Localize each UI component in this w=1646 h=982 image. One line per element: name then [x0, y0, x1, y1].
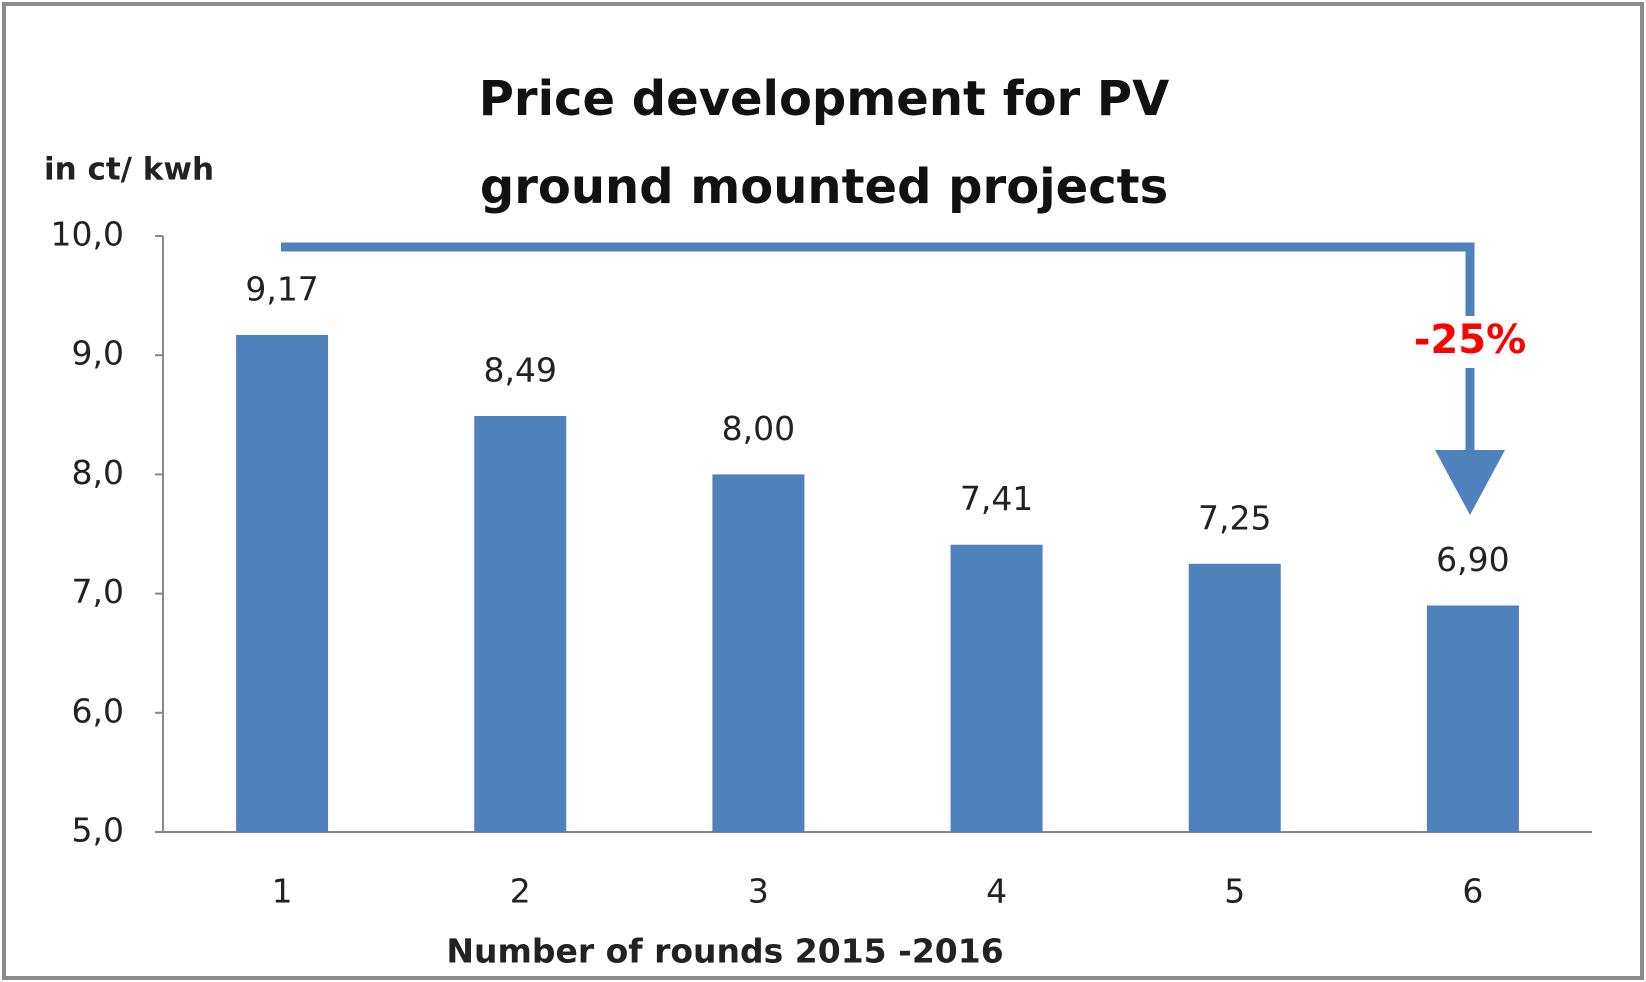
y-axis-label: in ct/ kwh [44, 152, 214, 188]
value-label: 9,17 [245, 269, 318, 308]
arrow-line [281, 242, 1475, 452]
x-tick-label: 1 [272, 872, 293, 911]
y-tick-label: 5,0 [72, 811, 124, 850]
annotation: -25% [1414, 317, 1526, 363]
x-tick-label: 6 [1462, 872, 1483, 911]
x-tick-label: 2 [510, 872, 531, 911]
annotation-bg [1390, 316, 1550, 368]
value-label: 6,90 [1436, 540, 1509, 579]
bar [712, 474, 805, 832]
y-tick-label: 10,0 [51, 215, 124, 254]
value-label: 7,25 [1198, 498, 1271, 537]
x-axis-label: Number of rounds 2015 -2016 [446, 932, 1003, 971]
arrow-head [1435, 450, 1505, 515]
bar [1426, 605, 1519, 832]
bar [1188, 563, 1281, 832]
y-tick-label: 6,0 [72, 691, 124, 730]
chart-title: Price development for PV ground mounted … [478, 71, 1170, 215]
y-tick-label: 8,0 [72, 453, 124, 492]
y-tick-label: 7,0 [72, 572, 124, 611]
value-label: 7,41 [960, 479, 1033, 518]
value-label: 8,49 [484, 350, 557, 389]
x-tick-label: 3 [748, 872, 769, 911]
value-label: 8,00 [722, 409, 795, 448]
bar [474, 415, 567, 832]
y-tick-label: 9,0 [72, 334, 124, 373]
bar [950, 544, 1043, 832]
x-tick-label: 4 [986, 872, 1007, 911]
x-tick-label: 5 [1224, 872, 1245, 911]
bar [236, 334, 329, 832]
